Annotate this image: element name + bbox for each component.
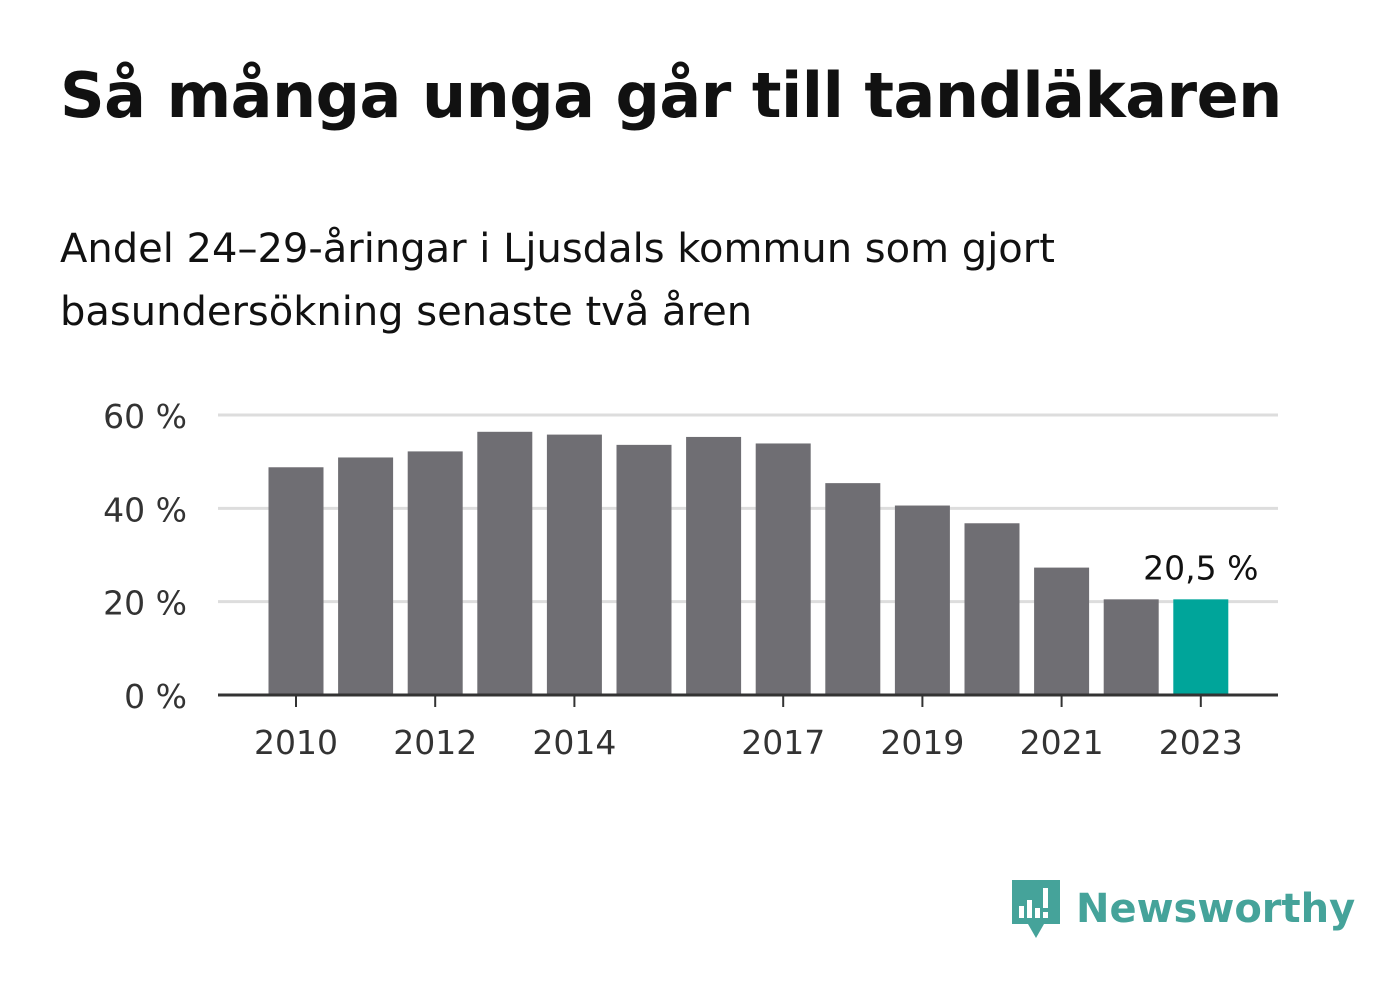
bar: [477, 431, 533, 695]
y-tick-label: 60 %: [103, 397, 187, 436]
y-tick-label: 20 %: [103, 584, 187, 623]
bar-highlight: [1173, 599, 1229, 695]
bar: [686, 436, 742, 695]
chart-title: Så många unga går till tandläkaren: [60, 59, 1282, 132]
x-tick-label: 2019: [880, 723, 964, 762]
x-tick-label: 2017: [741, 723, 825, 762]
bar: [964, 523, 1020, 695]
bar: [894, 505, 950, 695]
bar: [338, 457, 394, 695]
bar: [1103, 599, 1159, 695]
bar: [1034, 567, 1090, 695]
y-tick-label: 40 %: [103, 490, 187, 529]
data-label: 20,5 %: [1143, 548, 1258, 587]
bar: [825, 483, 881, 695]
y-tick-label: 0 %: [124, 677, 187, 716]
bar: [546, 434, 602, 695]
x-tick-label: 2014: [532, 723, 616, 762]
x-tick-label: 2021: [1020, 723, 1104, 762]
brand-name: Newsworthy: [1076, 886, 1356, 932]
bar: [268, 467, 324, 695]
bar: [616, 444, 672, 695]
bar: [407, 451, 463, 695]
chart-subtitle: Andel 24–29-åringar i Ljusdals kommun so…: [60, 226, 1055, 335]
x-tick-label: 2012: [393, 723, 477, 762]
brand-logo: Newsworthy: [1010, 878, 1355, 940]
newsworthy-logo-icon: [1012, 880, 1060, 938]
bar: [755, 443, 811, 695]
x-tick-label: 2023: [1159, 723, 1243, 762]
x-tick-label: 2010: [254, 723, 338, 762]
